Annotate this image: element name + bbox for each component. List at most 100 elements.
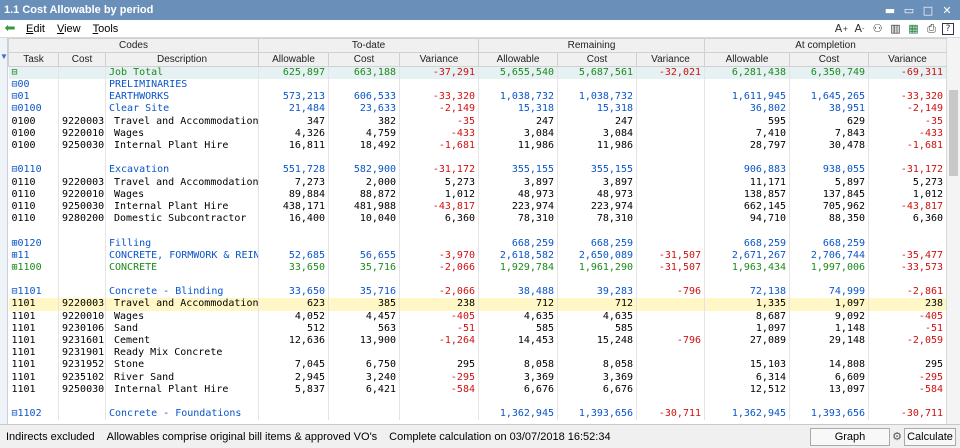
cell-value: 15,248: [557, 334, 637, 348]
menu-view[interactable]: View: [56, 22, 81, 35]
table-row[interactable]: ⊞1100 CONCRETE 33,650 35,716 -2,066 1,929,784…: [8, 261, 946, 274]
cell-value: 247: [478, 115, 558, 128]
maximize-icon[interactable]: □: [922, 3, 934, 17]
vertical-scrollbar[interactable]: [946, 38, 960, 424]
table-row[interactable]: ⊟1102 Concrete - Foundations 1,362,945 1,39…: [8, 408, 946, 421]
col-remaining-variance[interactable]: Variance: [635, 52, 706, 67]
menu-edit[interactable]: Edit: [26, 22, 45, 35]
table-row[interactable]: ⊟ Job Total 625,897 663,188 -37,291 5,655,540…: [8, 66, 946, 79]
cell-value: [636, 383, 706, 396]
col-todate-variance[interactable]: Variance: [399, 52, 479, 67]
cell-value: [789, 225, 870, 238]
binoculars-icon[interactable]: ⚇: [872, 22, 883, 35]
table-row[interactable]: 1101 9231601 Cement 12,636 13,900 -1,264 14,45…: [8, 334, 946, 348]
cell-value: 5,897: [789, 176, 870, 189]
help-icon[interactable]: ?: [942, 22, 954, 35]
menu-tools[interactable]: Tools: [92, 22, 119, 35]
export-excel-icon[interactable]: ▦: [908, 22, 919, 35]
cell-cost-code: 9220003: [58, 115, 106, 128]
cell-value: -31,507: [636, 249, 706, 262]
table-row[interactable]: 0110 9220003 Travel and Accommodation 7,273…: [8, 176, 946, 189]
cell-description: Ready Mix Concrete: [105, 347, 259, 360]
cell-description: PRELIMINARIES: [105, 79, 259, 92]
cell-value: 1,012: [399, 188, 479, 201]
cell-value: -69,311: [868, 66, 946, 79]
print-icon[interactable]: ⎙: [927, 21, 936, 35]
decrease-font-icon[interactable]: A-: [854, 22, 865, 35]
table-row[interactable]: 1101 9231901 Ready Mix Concrete: [8, 347, 946, 360]
col-completion-allowable[interactable]: Allowable: [704, 52, 791, 67]
cell-value: [868, 79, 946, 92]
table-row[interactable]: 1101 9230106 Sand 512 563 -51 585 585 1,097 1,148…: [8, 322, 946, 335]
col-completion-cost[interactable]: Cost: [789, 52, 870, 67]
col-completion-variance[interactable]: Variance: [868, 52, 946, 67]
table-row[interactable]: 1101 9231952 Stone 7,045 6,750 295 8,058 8,058 1…: [8, 359, 946, 372]
columns-icon[interactable]: ▥: [890, 22, 901, 35]
col-todate-cost[interactable]: Cost: [328, 52, 400, 67]
cell-value: 1,038,732: [478, 91, 558, 104]
table-row[interactable]: 1101 9220010 Wages 4,052 4,457 -405 4,635 4,635…: [8, 310, 946, 323]
col-task[interactable]: Task: [8, 52, 59, 67]
cell-value: -796: [636, 334, 706, 348]
table-row[interactable]: 0110 9280200 Domestic Subcontractor 16,400 1…: [8, 213, 946, 226]
col-remaining-cost[interactable]: Cost: [557, 52, 637, 67]
cell-value: [328, 225, 400, 238]
table-row[interactable]: 0110 9250030 Internal Plant Hire 438,171 481…: [8, 200, 946, 214]
blank-row[interactable]: [8, 274, 946, 287]
cell-value: [478, 347, 558, 360]
cell-value: 3,240: [328, 371, 400, 384]
graph-settings-icon[interactable]: ⚙: [892, 430, 902, 443]
cell-value: -295: [399, 371, 479, 384]
cell-value: 3,084: [478, 127, 558, 140]
table-row[interactable]: ⊟0100 Clear Site 21,484 23,633 -2,149 15,318 1…: [8, 103, 946, 116]
col-todate-allowable[interactable]: Allowable: [258, 52, 329, 67]
restore-down-icon[interactable]: ▬: [884, 3, 896, 17]
back-arrow-icon[interactable]: ⬅: [4, 21, 16, 36]
table-row[interactable]: 0100 9220003 Travel and Accommodation 347 38…: [8, 115, 946, 128]
cell-cost-code: 9231901: [58, 347, 106, 360]
calculate-button[interactable]: Calculate: [904, 427, 956, 446]
graph-button[interactable]: Graph: [810, 427, 890, 446]
row-selector-gutter[interactable]: ▼: [0, 38, 8, 424]
increase-font-icon[interactable]: A +: [834, 22, 849, 35]
table-row[interactable]: ⊞0120 Filling 668,259 668,259 668,259 668,259: [8, 237, 946, 250]
table-row[interactable]: 0100 9220010 Wages 4,326 4,759 -433 3,084 3,084…: [8, 127, 946, 140]
cell-value: 1,362,945: [478, 408, 558, 421]
cell-cost-code: [58, 79, 106, 92]
table-row[interactable]: ⊞11 CONCRETE, FORMWORK & REIN 52,685 56,655…: [8, 249, 946, 262]
table-row[interactable]: ⊟01 EARTHWORKS 573,213 606,533 -33,320 1,038,…: [8, 91, 946, 104]
cell-description: Internal Plant Hire: [105, 383, 259, 396]
cell-value: 2,671,267: [704, 249, 791, 262]
blank-row[interactable]: [8, 225, 946, 238]
cell-value: 7,410: [704, 127, 791, 140]
cell-task: ⊟0110: [8, 164, 59, 177]
restore-window-icon[interactable]: ▭: [903, 3, 915, 17]
col-remaining-allowable[interactable]: Allowable: [478, 52, 558, 67]
table-row[interactable]: ⊟0110 Excavation 551,728 582,900 -31,172 355,…: [8, 164, 946, 177]
scrollbar-thumb[interactable]: [949, 90, 958, 176]
col-cost-code[interactable]: Cost: [58, 52, 106, 67]
table-row[interactable]: 0100 9250030 Internal Plant Hire 16,811 18,4…: [8, 139, 946, 153]
table-row[interactable]: 1101 9250030 Internal Plant Hire 5,837 6,421…: [8, 383, 946, 396]
cell-value: [704, 395, 791, 409]
cell-cost-code: [58, 395, 106, 409]
table-row[interactable]: 1101 9220003 Travel and Accommodation 623 38…: [8, 298, 946, 311]
table-row[interactable]: ⊟00 PRELIMINARIES: [8, 79, 946, 92]
cell-value: 6,281,438: [704, 66, 791, 79]
cell-value: 138,857: [704, 188, 791, 201]
cell-value: 78,310: [557, 213, 637, 226]
table-row[interactable]: ⊟1101 Concrete - Blinding 33,650 35,716 -2,0…: [8, 286, 946, 299]
table-row[interactable]: 1101 9235102 River Sand 2,945 3,240 -295 3,369…: [8, 371, 946, 384]
table-row[interactable]: 0110 9220010 Wages 89,884 88,872 1,012 48,973 4…: [8, 188, 946, 201]
blank-row[interactable]: [8, 395, 946, 409]
close-icon[interactable]: ✕: [942, 3, 952, 17]
cell-value: 12,512: [704, 383, 791, 396]
col-description[interactable]: Description: [105, 52, 259, 67]
title-bar: 1.1 Cost Allowable by period ▬ ▭ □ ✕: [0, 0, 960, 20]
cell-value: 4,052: [258, 310, 329, 323]
cell-value: [636, 127, 706, 140]
cell-value: 4,759: [328, 127, 400, 140]
blank-row[interactable]: [8, 152, 946, 165]
cell-value: -31,172: [868, 164, 946, 177]
filter-icon[interactable]: ▼: [0, 52, 8, 61]
